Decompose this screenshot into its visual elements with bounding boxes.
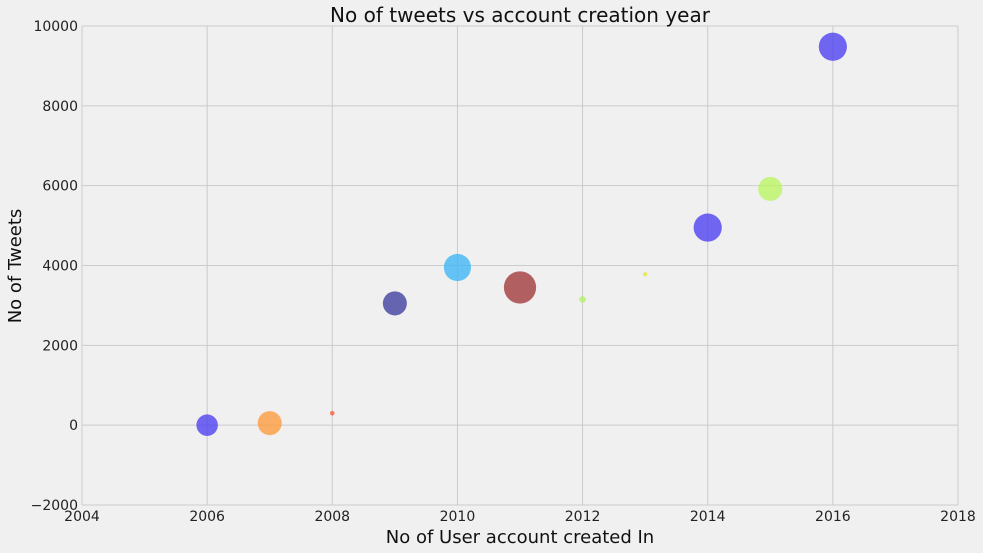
y-tick-label: 8000 (42, 99, 78, 115)
y-axis-ticks: −2000 0 2000 4000 6000 8000 10000 (31, 19, 78, 514)
y-tick-label: −2000 (31, 498, 78, 514)
data-points (196, 32, 847, 436)
y-axis-label: No of Tweets (5, 209, 26, 324)
x-axis-ticks: 2004 2006 2008 2010 2012 2014 2016 2018 (64, 509, 976, 525)
y-tick-label: 6000 (42, 179, 78, 195)
x-tick-label: 2006 (189, 509, 225, 525)
scatter-point (382, 291, 407, 316)
x-tick-label: 2018 (940, 509, 976, 525)
x-tick-label: 2016 (815, 509, 851, 525)
y-tick-label: 10000 (33, 19, 78, 35)
scatter-point (818, 32, 847, 61)
scatter-point (643, 272, 648, 277)
x-tick-label: 2008 (314, 509, 350, 525)
scatter-point (503, 271, 537, 304)
scatter-point (329, 410, 335, 416)
x-tick-label: 2004 (64, 509, 100, 525)
x-axis-label: No of User account created In (386, 527, 654, 548)
y-tick-label: 4000 (42, 259, 78, 275)
y-tick-label: 0 (69, 418, 78, 434)
scatter-point (693, 213, 722, 242)
x-tick-label: 2012 (565, 509, 601, 525)
scatter-point (758, 176, 783, 201)
scatter-point (257, 411, 282, 436)
chart-title: No of tweets vs account creation year (330, 3, 711, 27)
scatter-point (443, 253, 471, 282)
grid-lines (81, 25, 959, 506)
x-tick-label: 2014 (690, 509, 726, 525)
y-tick-label: 2000 (42, 338, 78, 354)
x-tick-label: 2010 (440, 509, 476, 525)
scatter-point (196, 414, 218, 436)
scatter-point (579, 296, 586, 303)
